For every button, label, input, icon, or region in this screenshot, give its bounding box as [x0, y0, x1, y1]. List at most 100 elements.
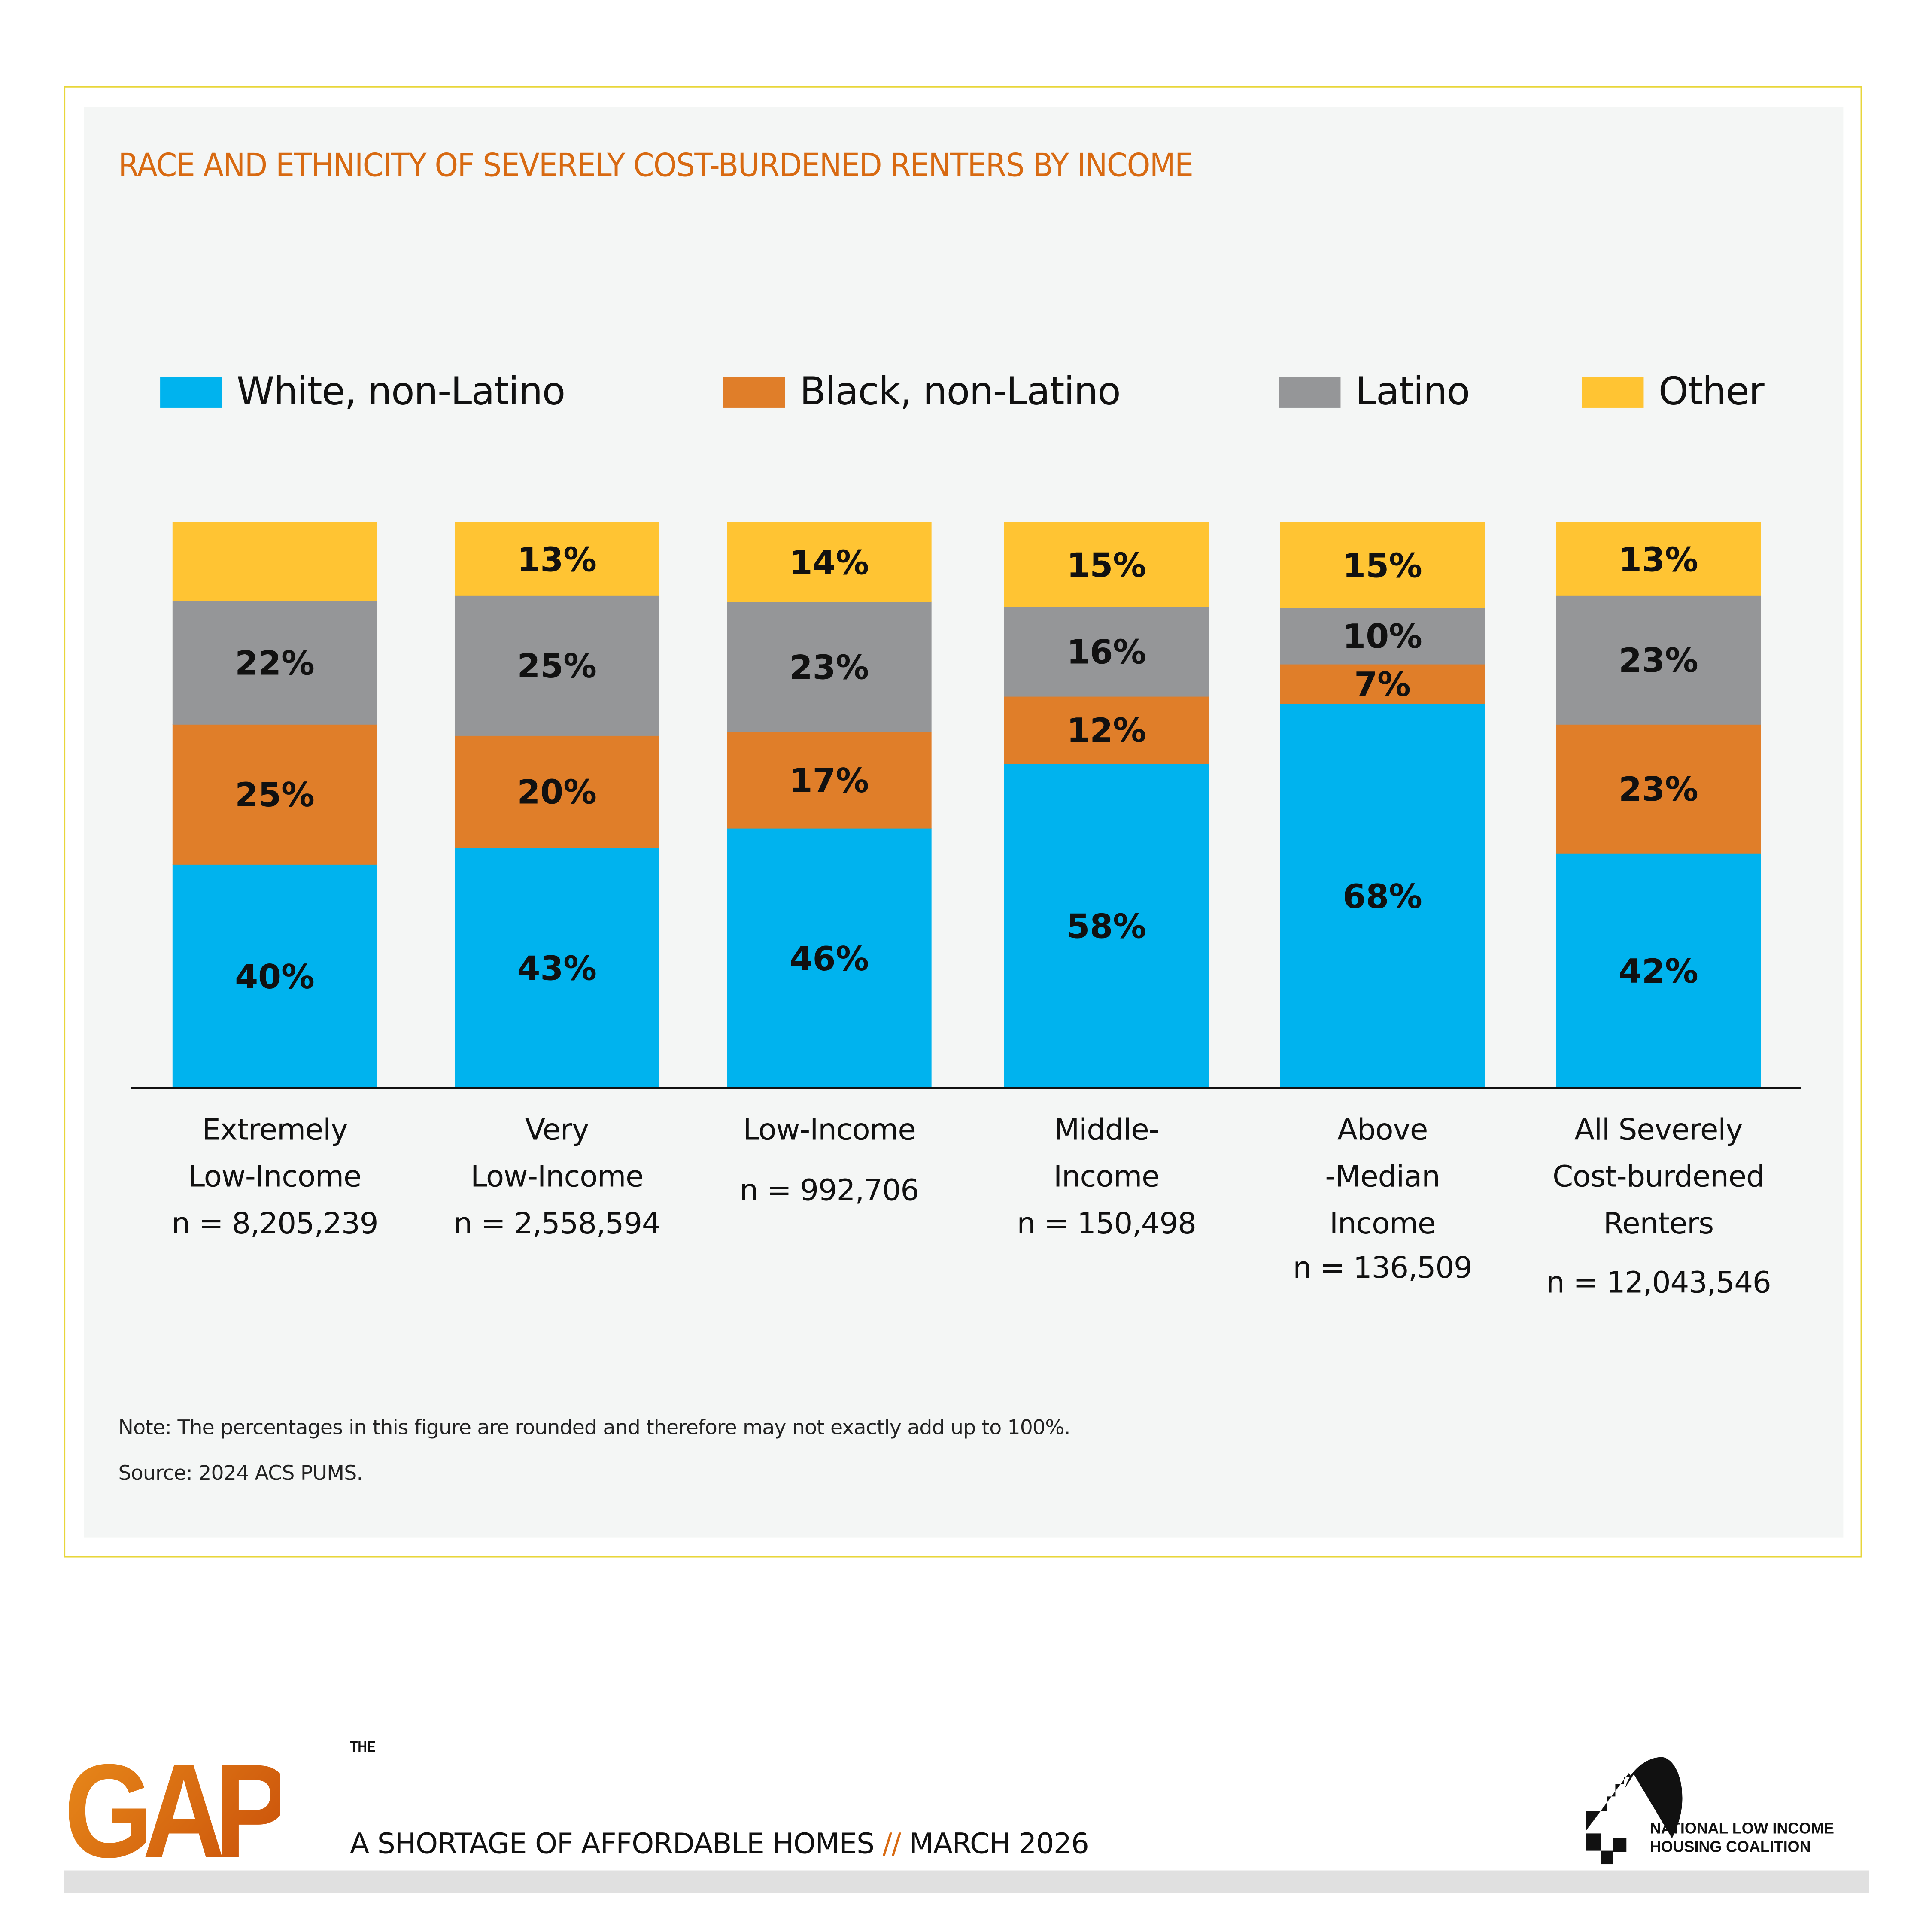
- x-tick-line: Very: [525, 1112, 589, 1147]
- bar-segment-other-4: [1280, 522, 1485, 608]
- bar-segment-other-3: [1004, 522, 1209, 607]
- org-line-1: NATIONAL LOW INCOME: [1649, 1820, 1834, 1838]
- bar-segment-black-0: [172, 724, 377, 865]
- data-label-black-0: 25%: [235, 776, 314, 814]
- sample-size-label: n = 12,043,546: [1546, 1265, 1771, 1300]
- x-tick-line: Low-Income: [470, 1159, 644, 1194]
- bar-segment-latino-3: [1004, 606, 1209, 697]
- footer-bar: [64, 1870, 1869, 1893]
- x-tick-line: -Median: [1325, 1159, 1440, 1194]
- data-label-white-4: 68%: [1343, 878, 1422, 916]
- bar-segment-latino-4: [1280, 607, 1485, 665]
- data-label-white-0: 40%: [235, 958, 314, 996]
- logo-the-text: THE: [350, 1737, 376, 1756]
- legend-label-other: Other: [1658, 369, 1765, 414]
- legend-label-white: White, non-Latino: [237, 369, 565, 414]
- x-tick-line: Low-Income: [743, 1112, 916, 1147]
- x-tick-label-2: Low-Income n = 992,706: [687, 1106, 971, 1214]
- org-line-2: HOUSING COALITION: [1649, 1838, 1811, 1856]
- x-tick-label-4: Above -Median Income n = 136,509: [1241, 1106, 1524, 1291]
- x-tick-line: Middle-: [1054, 1112, 1159, 1147]
- nlihc-logo: NATIONAL LOW INCOME HOUSING COALITION: [1583, 1747, 1879, 1865]
- bar-segment-black-5: [1556, 724, 1761, 854]
- source-text: Source: 2024 ACS PUMS.: [118, 1461, 363, 1485]
- legend-label-latino: Latino: [1355, 369, 1470, 414]
- x-tick-line: Above: [1337, 1112, 1428, 1147]
- bar-segment-black-1: [454, 735, 659, 848]
- report-tagline: A SHORTAGE OF AFFORDABLE HOMES // MARCH …: [350, 1829, 1089, 1861]
- bar-segment-other-5: [1556, 522, 1761, 596]
- note-text: Note: The percentages in this figure are…: [118, 1416, 1071, 1440]
- data-label-latino-3: 16%: [1066, 633, 1146, 672]
- bar-segment-white-5: [1556, 853, 1761, 1089]
- legend-swatch-black: [723, 376, 785, 407]
- bar-segment-black-3: [1004, 696, 1209, 764]
- data-label-other-1: 13%: [517, 541, 596, 579]
- data-label-black-5: 23%: [1619, 770, 1698, 809]
- data-label-other-5: 13%: [1619, 541, 1698, 579]
- data-label-latino-1: 25%: [517, 647, 596, 686]
- tagline-date: MARCH 2026: [909, 1828, 1089, 1861]
- sample-size-label: n = 8,205,239: [171, 1206, 379, 1241]
- legend-item-other: Other: [1582, 369, 1765, 414]
- x-tick-label-1: Very Low-Income n = 2,558,594: [415, 1106, 699, 1247]
- logo-gap-text: GAP: [64, 1736, 291, 1885]
- tagline-main: A SHORTAGE OF AFFORDABLE HOMES: [350, 1828, 875, 1861]
- chart-title: RACE AND ETHNICITY OF SEVERELY COST-BURD…: [118, 148, 1194, 185]
- sample-size-label: n = 992,706: [739, 1173, 920, 1208]
- x-tick-label-3: Middle- Income n = 150,498: [965, 1106, 1248, 1247]
- sample-size-label: n = 150,498: [1017, 1206, 1197, 1241]
- data-label-latino-5: 23%: [1619, 641, 1698, 680]
- data-label-white-1: 43%: [517, 949, 596, 988]
- bar-segment-other-0: [172, 522, 377, 601]
- legend-label-black: Black, non-Latino: [799, 369, 1121, 414]
- x-tick-line: Income: [1329, 1206, 1436, 1241]
- data-label-black-4: 7%: [1354, 665, 1411, 704]
- bar-segment-white-2: [727, 828, 932, 1089]
- x-tick-line: Income: [1053, 1159, 1160, 1194]
- data-label-black-3: 12%: [1066, 711, 1146, 750]
- sample-size-label: n = 2,558,594: [453, 1206, 661, 1241]
- data-label-black-1: 20%: [517, 773, 596, 812]
- data-label-latino-0: 22%: [235, 644, 314, 683]
- data-label-other-4: 15%: [1343, 547, 1422, 585]
- legend-swatch-white: [160, 376, 222, 407]
- bar-segment-other-1: [454, 522, 659, 596]
- x-tick-line: Renters: [1603, 1206, 1714, 1241]
- data-label-latino-2: 23%: [790, 648, 869, 687]
- bar-segment-other-2: [727, 522, 932, 602]
- legend-swatch-other: [1582, 376, 1644, 407]
- data-label-white-5: 42%: [1619, 952, 1698, 991]
- x-tick-label-0: Extremely Low-Income n = 8,205,239: [133, 1106, 416, 1247]
- x-tick-line: All Severely: [1574, 1112, 1743, 1147]
- house-icon: [1586, 1757, 1683, 1865]
- bar-segment-latino-5: [1556, 595, 1761, 725]
- legend-item-white: White, non-Latino: [160, 370, 565, 414]
- bar-segment-white-4: [1280, 703, 1485, 1089]
- legend-item-black: Black, non-Latino: [723, 370, 1121, 414]
- x-tick-line: Low-Income: [188, 1159, 362, 1194]
- bar-segment-white-3: [1004, 763, 1209, 1089]
- bar-segment-white-1: [454, 847, 659, 1089]
- tagline-separator: //: [882, 1828, 901, 1861]
- nlihc-name: NATIONAL LOW INCOME HOUSING COALITION: [1650, 1820, 1834, 1857]
- data-label-latino-4: 10%: [1343, 617, 1422, 656]
- bar-segment-latino-1: [454, 595, 659, 736]
- data-label-other-2: 14%: [790, 544, 869, 583]
- data-label-white-2: 46%: [790, 940, 869, 978]
- x-tick-line: Extremely: [202, 1112, 348, 1147]
- bar-segment-latino-2: [727, 601, 932, 732]
- x-tick-line: Cost-burdened: [1552, 1159, 1765, 1194]
- bar-segment-black-4: [1280, 664, 1485, 704]
- legend-item-latino: Latino: [1279, 370, 1470, 414]
- bar-segment-white-0: [172, 864, 377, 1089]
- legend-swatch-latino: [1279, 376, 1341, 407]
- bar-segment-latino-0: [172, 601, 377, 725]
- data-label-white-3: 58%: [1066, 908, 1146, 946]
- data-label-other-3: 15%: [1066, 546, 1146, 585]
- bar-segment-black-2: [727, 732, 932, 829]
- sample-size-label: n = 136,509: [1293, 1250, 1473, 1285]
- bars-group: 40% 25% 22% 43% 20% 25% 13% 46% 17% 23% 14% 58% 12% 1…: [172, 522, 1761, 1089]
